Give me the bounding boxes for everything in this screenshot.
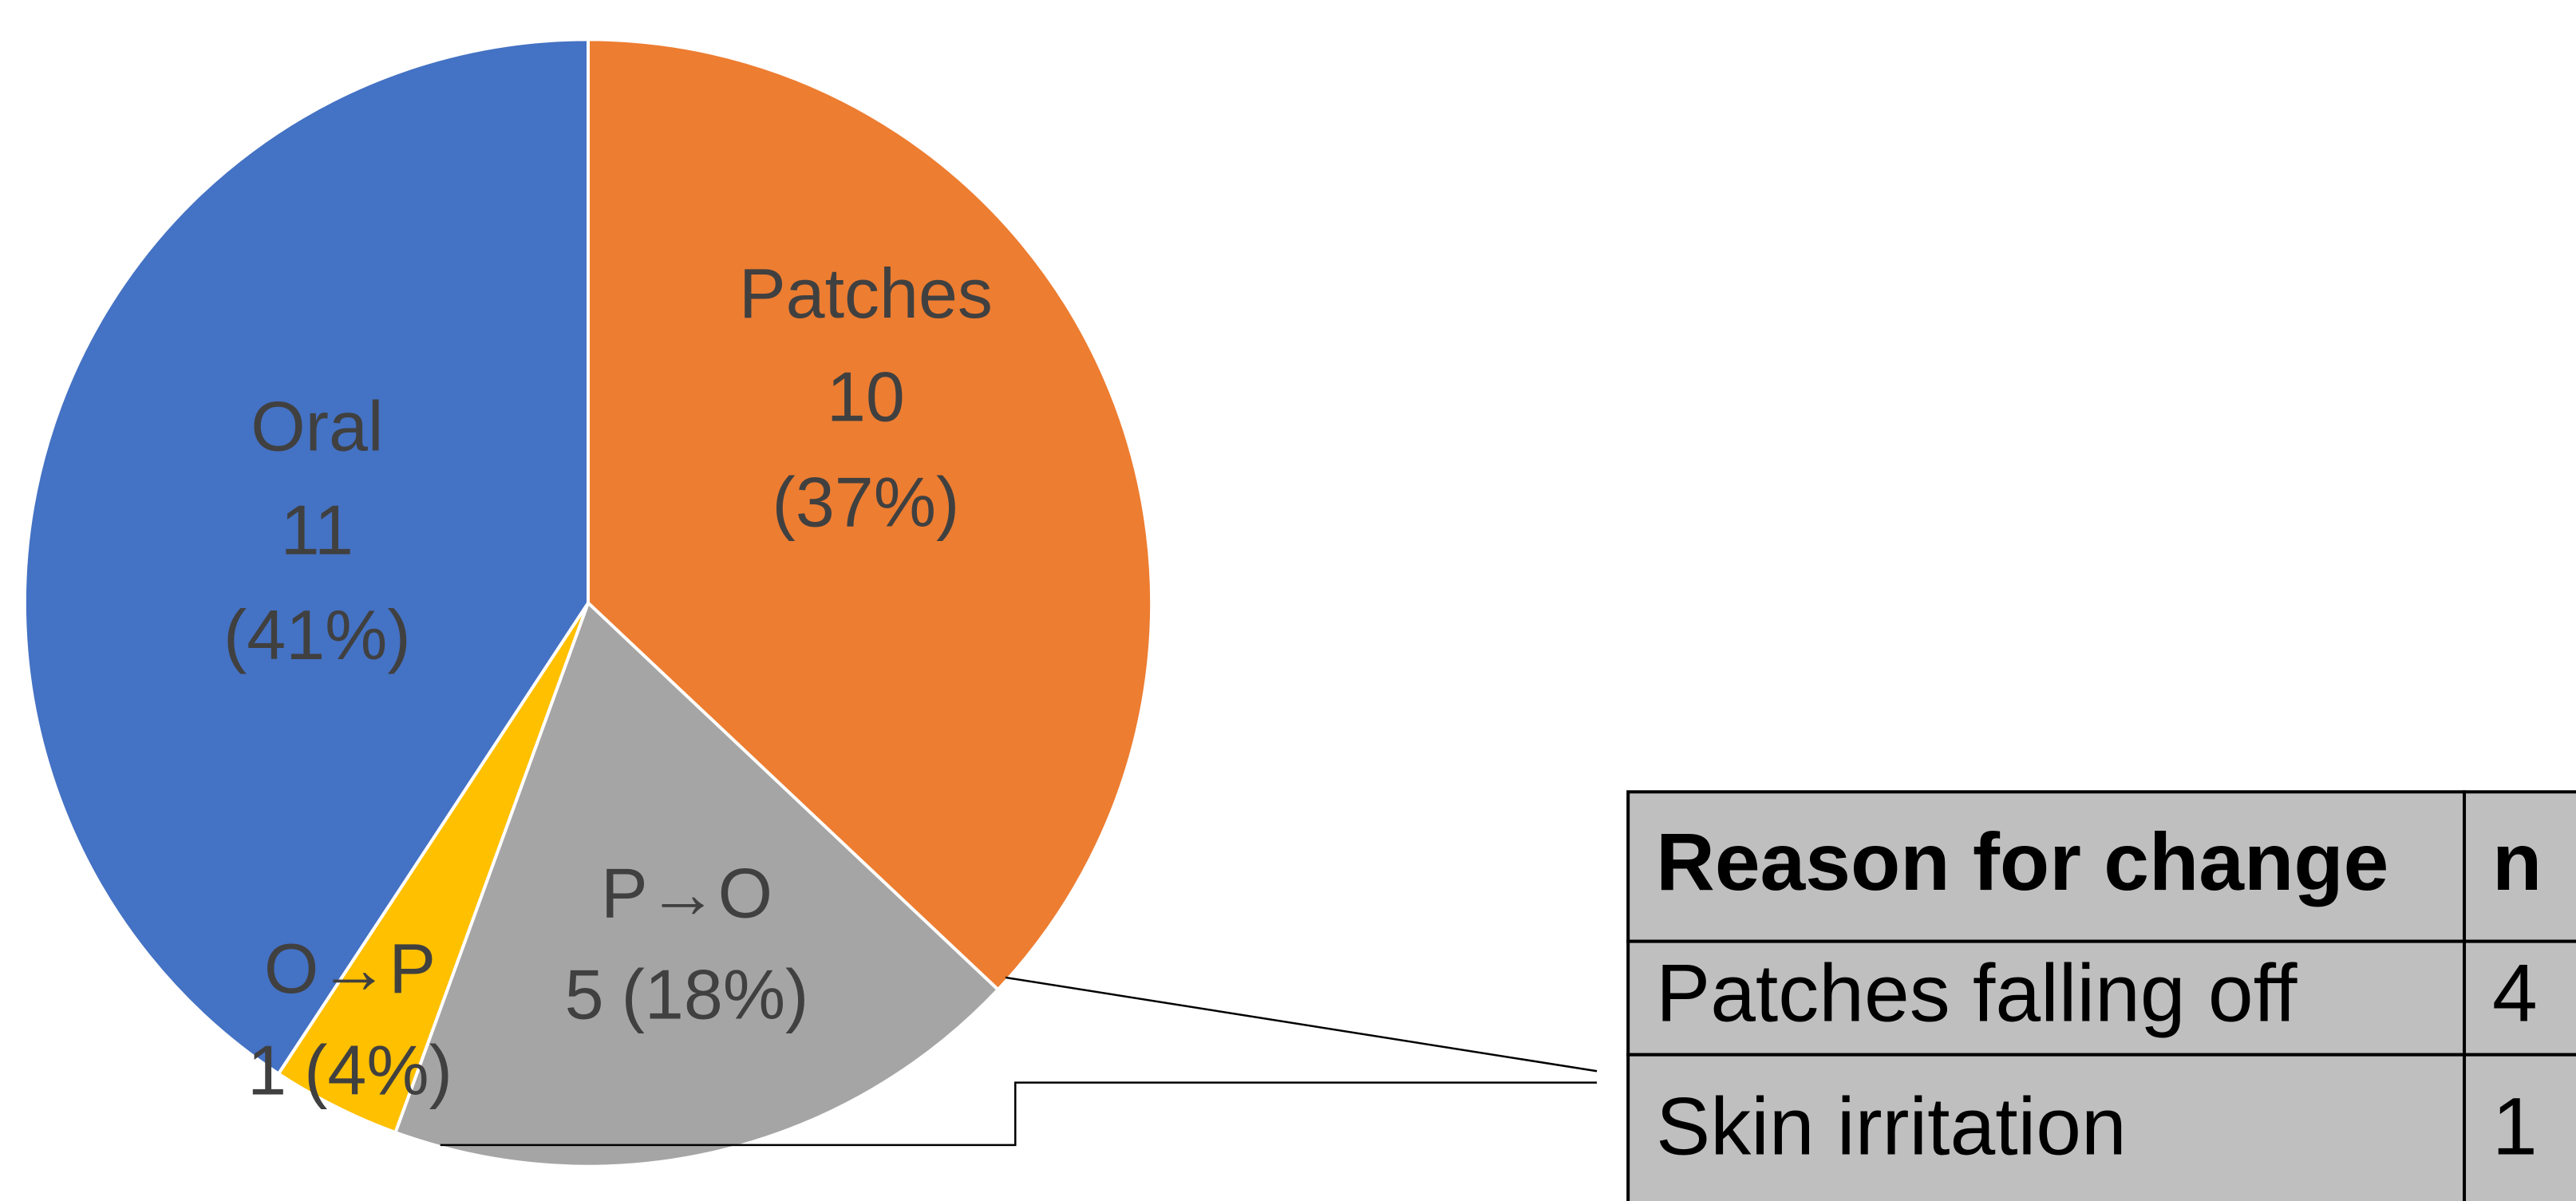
pie-slice: [393, 600, 1001, 1168]
slice-value-label: 5 (18%): [565, 955, 809, 1034]
slice-value: 10: [827, 358, 905, 437]
table-cell: [2463, 939, 2576, 1057]
table-cell: [2463, 790, 2576, 943]
slice-percent: (37%): [772, 462, 960, 541]
slice-percent: (41%): [223, 595, 411, 674]
table-text: Skin irritation: [1656, 1081, 2127, 1171]
slice-value: 5: [565, 955, 604, 1034]
slice-label: Oral: [251, 387, 383, 466]
pie-slice: [587, 38, 1154, 992]
pie-slice: [22, 38, 591, 1077]
table-header: n: [2492, 816, 2542, 907]
connector-line: [1005, 976, 1598, 1073]
table-text: 1: [2492, 1081, 2538, 1171]
table-text: Patches falling off: [1656, 948, 2297, 1039]
slice-value-label: 1 (4%): [247, 1031, 452, 1110]
connector-line: [440, 1081, 1598, 1147]
table-text: 4: [2492, 948, 2538, 1039]
slice-percent: (18%): [622, 955, 809, 1034]
slice-label: P→O: [601, 853, 772, 932]
slice-value: 11: [281, 490, 354, 569]
slice-percent: (4%): [304, 1031, 452, 1110]
table-cell: [2463, 1053, 2576, 1201]
slice-label: Patches: [739, 254, 993, 333]
slice-value: 1: [247, 1031, 286, 1110]
slice-label: O→P: [264, 929, 436, 1008]
table-header: Reason for change: [1656, 816, 2388, 907]
